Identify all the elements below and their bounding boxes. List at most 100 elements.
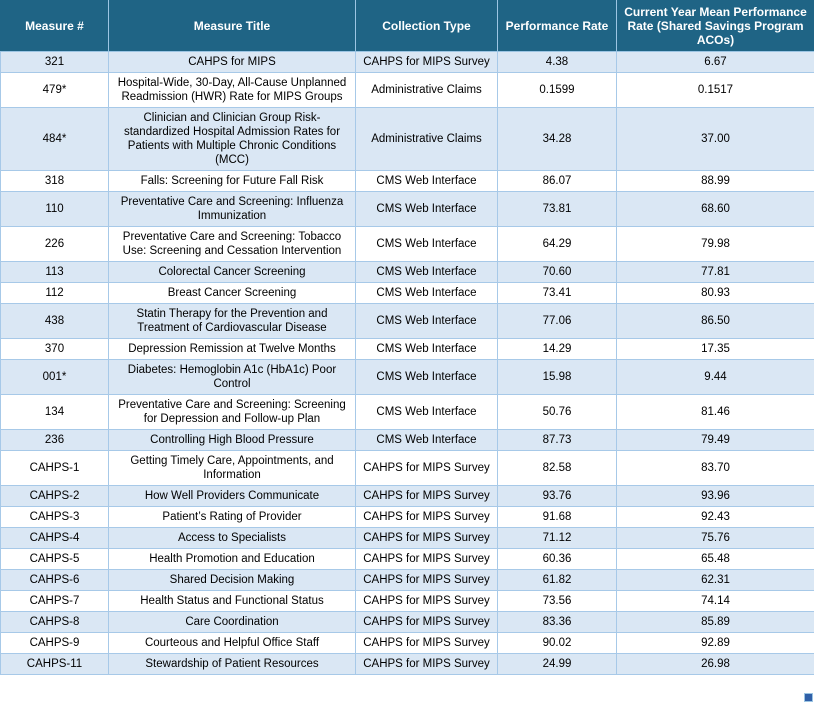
cell-collection: CMS Web Interface: [355, 226, 498, 262]
cell-rate: 64.29: [497, 226, 617, 262]
cell-measure: CAHPS-1: [0, 450, 109, 486]
cell-mean: 92.43: [616, 506, 814, 528]
cell-title: Health Promotion and Education: [108, 548, 356, 570]
cell-mean: 83.70: [616, 450, 814, 486]
cell-rate: 77.06: [497, 303, 617, 339]
cell-measure: CAHPS-3: [0, 506, 109, 528]
cell-collection: CMS Web Interface: [355, 191, 498, 227]
cell-rate: 24.99: [497, 653, 617, 675]
cell-measure: 226: [0, 226, 109, 262]
cell-mean: 77.81: [616, 261, 814, 283]
cell-collection: CMS Web Interface: [355, 338, 498, 360]
cell-mean: 86.50: [616, 303, 814, 339]
cell-title: Getting Timely Care, Appointments, and I…: [108, 450, 356, 486]
cell-collection: CAHPS for MIPS Survey: [355, 632, 498, 654]
cell-measure: 236: [0, 429, 109, 451]
column-header: Current Year Mean Performance Rate (Shar…: [616, 0, 814, 52]
cell-mean: 88.99: [616, 170, 814, 192]
table-row: 110 Preventative Care and Screening: Infl…: [0, 191, 814, 227]
table-row: CAHPS-11 Stewardship of Patient Resources…: [0, 653, 814, 675]
column-header: Performance Rate: [497, 0, 617, 52]
table-header: Measure # Measure Title Collection Type Per…: [0, 0, 814, 52]
cell-title: Stewardship of Patient Resources: [108, 653, 356, 675]
cell-rate: 50.76: [497, 394, 617, 430]
cell-measure: CAHPS-9: [0, 632, 109, 654]
cell-measure: 110: [0, 191, 109, 227]
cell-title: Access to Specialists: [108, 527, 356, 549]
table-row: 112 Breast Cancer Screening CMS Web Interf…: [0, 282, 814, 304]
table-row: 321 CAHPS for MIPS CAHPS for MIPS Survey 4.…: [0, 51, 814, 73]
cell-title: Preventative Care and Screening: Screeni…: [108, 394, 356, 430]
cell-measure: 318: [0, 170, 109, 192]
cell-measure: CAHPS-5: [0, 548, 109, 570]
cell-mean: 85.89: [616, 611, 814, 633]
cell-rate: 14.29: [497, 338, 617, 360]
cell-title: Courteous and Helpful Office Staff: [108, 632, 356, 654]
cell-measure: 001*: [0, 359, 109, 395]
cell-title: Breast Cancer Screening: [108, 282, 356, 304]
cell-rate: 0.1599: [497, 72, 617, 108]
table-row: CAHPS-2 How Well Providers Communicate CAH…: [0, 485, 814, 507]
cell-measure: 134: [0, 394, 109, 430]
table-row: CAHPS-7 Health Status and Functional Stat…: [0, 590, 814, 612]
cell-rate: 93.76: [497, 485, 617, 507]
cell-title: Colorectal Cancer Screening: [108, 261, 356, 283]
table-row: 236 Controlling High Blood Pressure CMS We…: [0, 429, 814, 451]
cell-collection: CMS Web Interface: [355, 282, 498, 304]
column-header: Collection Type: [355, 0, 498, 52]
cell-rate: 70.60: [497, 261, 617, 283]
cell-collection: CMS Web Interface: [355, 359, 498, 395]
table-row: 318 Falls: Screening for Future Fall Risk…: [0, 170, 814, 192]
cell-title: Depression Remission at Twelve Months: [108, 338, 356, 360]
cell-collection: CAHPS for MIPS Survey: [355, 485, 498, 507]
cell-mean: 0.1517: [616, 72, 814, 108]
cell-mean: 79.98: [616, 226, 814, 262]
resize-handle-icon[interactable]: [804, 693, 813, 702]
cell-rate: 60.36: [497, 548, 617, 570]
table-row: 484* Clinician and Clinician Group Risk-s…: [0, 107, 814, 171]
cell-title: How Well Providers Communicate: [108, 485, 356, 507]
cell-title: Controlling High Blood Pressure: [108, 429, 356, 451]
cell-mean: 79.49: [616, 429, 814, 451]
table-row: CAHPS-4 Access to Specialists CAHPS for MI…: [0, 527, 814, 549]
cell-rate: 91.68: [497, 506, 617, 528]
table-row: 001* Diabetes: Hemoglobin A1c (HbA1c) Poo…: [0, 359, 814, 395]
cell-collection: CAHPS for MIPS Survey: [355, 611, 498, 633]
cell-mean: 9.44: [616, 359, 814, 395]
cell-measure: 479*: [0, 72, 109, 108]
table-row: 113 Colorectal Cancer Screening CMS Web In…: [0, 261, 814, 283]
cell-measure: CAHPS-2: [0, 485, 109, 507]
cell-mean: 17.35: [616, 338, 814, 360]
cell-rate: 61.82: [497, 569, 617, 591]
table-row: 479* Hospital-Wide, 30-Day, All-Cause Unp…: [0, 72, 814, 108]
cell-mean: 92.89: [616, 632, 814, 654]
table-row: CAHPS-6 Shared Decision Making CAHPS for M…: [0, 569, 814, 591]
cell-rate: 4.38: [497, 51, 617, 73]
column-header: Measure Title: [108, 0, 356, 52]
cell-collection: CAHPS for MIPS Survey: [355, 653, 498, 675]
cell-measure: 321: [0, 51, 109, 73]
cell-measure: CAHPS-4: [0, 527, 109, 549]
cell-title: CAHPS for MIPS: [108, 51, 356, 73]
table-row: CAHPS-8 Care Coordination CAHPS for MIPS S…: [0, 611, 814, 633]
cell-rate: 15.98: [497, 359, 617, 395]
table-row: 226 Preventative Care and Screening: Toba…: [0, 226, 814, 262]
cell-measure: 438: [0, 303, 109, 339]
cell-collection: CAHPS for MIPS Survey: [355, 569, 498, 591]
cell-mean: 6.67: [616, 51, 814, 73]
cell-title: Diabetes: Hemoglobin A1c (HbA1c) Poor Co…: [108, 359, 356, 395]
cell-mean: 75.76: [616, 527, 814, 549]
mips-measures-table: Measure # Measure Title Collection Type Per…: [0, 0, 814, 675]
cell-collection: Administrative Claims: [355, 72, 498, 108]
cell-rate: 73.41: [497, 282, 617, 304]
cell-measure: CAHPS-6: [0, 569, 109, 591]
cell-collection: CMS Web Interface: [355, 303, 498, 339]
cell-title: Hospital-Wide, 30-Day, All-Cause Unplann…: [108, 72, 356, 108]
cell-collection: CMS Web Interface: [355, 429, 498, 451]
table-row: 370 Depression Remission at Twelve Months…: [0, 338, 814, 360]
table-body: 321 CAHPS for MIPS CAHPS for MIPS Survey 4.…: [0, 51, 814, 675]
cell-rate: 73.81: [497, 191, 617, 227]
cell-collection: CMS Web Interface: [355, 261, 498, 283]
cell-mean: 81.46: [616, 394, 814, 430]
